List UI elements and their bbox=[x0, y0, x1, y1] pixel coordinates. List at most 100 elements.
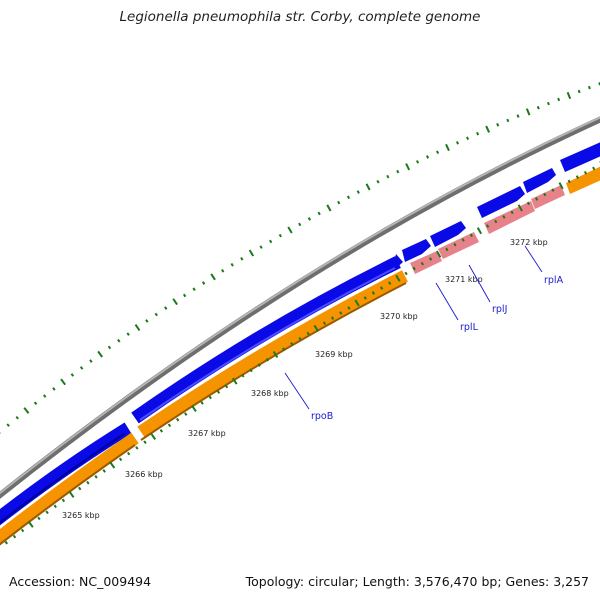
scale-label: 3265 kbp bbox=[62, 511, 100, 520]
tick-mark bbox=[192, 287, 196, 291]
gene-rplj[interactable] bbox=[438, 232, 479, 259]
leader-line-rpll bbox=[435, 282, 459, 321]
scale-label: 3271 kbp bbox=[445, 275, 483, 284]
cds-small-1[interactable] bbox=[402, 239, 431, 262]
tick-mark bbox=[134, 324, 141, 331]
tick-mark bbox=[249, 368, 253, 373]
tick-mark bbox=[506, 118, 510, 123]
tick-mark bbox=[107, 345, 112, 350]
tick-mark bbox=[339, 311, 343, 315]
tick-mark bbox=[257, 363, 261, 367]
leader-line-rpob bbox=[284, 372, 310, 410]
tick-mark bbox=[241, 373, 245, 378]
cds-rpob-part1[interactable] bbox=[0, 422, 132, 526]
tick-mark bbox=[37, 516, 41, 521]
tick-mark bbox=[164, 306, 168, 310]
tick-mark bbox=[306, 331, 310, 336]
tick-mark bbox=[150, 433, 157, 440]
tick-mark bbox=[200, 401, 204, 405]
tick-mark bbox=[175, 417, 180, 422]
tick-mark bbox=[6, 423, 10, 427]
tick-mark bbox=[60, 378, 66, 386]
tick-mark bbox=[272, 350, 279, 358]
tick-mark bbox=[145, 319, 149, 323]
tick-mark bbox=[496, 123, 500, 127]
tick-mark bbox=[476, 227, 483, 235]
tick-mark bbox=[347, 306, 351, 310]
tick-mark bbox=[510, 210, 514, 215]
tick-mark bbox=[396, 169, 400, 174]
tick-mark bbox=[395, 274, 401, 282]
tick-mark bbox=[154, 312, 158, 317]
tick-mark bbox=[248, 249, 255, 257]
tick-mark bbox=[587, 85, 591, 90]
tick-mark bbox=[469, 233, 473, 238]
leader-line-rpla bbox=[524, 245, 543, 273]
tick-mark bbox=[330, 316, 335, 320]
tick-mark bbox=[201, 281, 206, 285]
tick-mark bbox=[278, 233, 282, 238]
tick-mark bbox=[23, 407, 30, 414]
tick-mark bbox=[436, 250, 442, 258]
tick-mark bbox=[182, 293, 187, 298]
tick-mark bbox=[221, 268, 225, 273]
gene-label-rpob[interactable]: rpoB bbox=[311, 411, 333, 422]
gene-label-rpll[interactable]: rplL bbox=[460, 322, 479, 333]
gene-label-rpla[interactable]: rplA bbox=[544, 275, 564, 286]
tick-mark bbox=[210, 273, 216, 281]
tick-mark bbox=[240, 257, 244, 261]
tick-mark bbox=[184, 412, 188, 416]
gene-small-pink[interactable] bbox=[531, 185, 565, 209]
gene-rpla[interactable] bbox=[484, 201, 535, 234]
tick-mark bbox=[20, 528, 25, 533]
tick-mark bbox=[53, 504, 57, 509]
map-title: Legionella pneumophila str. Corby, compl… bbox=[119, 9, 481, 25]
gene-label-rplj[interactable]: rplJ bbox=[492, 304, 507, 315]
tick-mark bbox=[536, 105, 540, 110]
gene-track bbox=[0, 162, 600, 546]
tick-mark bbox=[159, 429, 164, 433]
gene-rpob-part1[interactable] bbox=[0, 432, 139, 546]
gene-rpll[interactable] bbox=[410, 251, 442, 274]
tick-mark bbox=[109, 461, 116, 469]
tick-mark bbox=[543, 192, 547, 197]
tick-mark bbox=[143, 440, 147, 444]
tick-mark bbox=[415, 160, 420, 164]
tick-mark bbox=[167, 423, 172, 428]
gene-rpob-part2[interactable] bbox=[137, 270, 408, 438]
tick-mark bbox=[97, 350, 104, 358]
tick-mark bbox=[313, 324, 320, 332]
tick-mark bbox=[231, 377, 238, 385]
tick-mark bbox=[363, 296, 367, 300]
scale-label: 3267 kbp bbox=[188, 429, 226, 438]
tick-mark bbox=[94, 475, 98, 479]
scale-label: 3269 kbp bbox=[315, 350, 353, 359]
tick-mark bbox=[12, 534, 17, 539]
tick-mark bbox=[118, 457, 123, 462]
tick-mark bbox=[259, 245, 263, 249]
tick-mark bbox=[354, 299, 360, 307]
cds-small-3[interactable] bbox=[477, 186, 525, 218]
tick-mark bbox=[337, 200, 341, 205]
cds-small-4[interactable] bbox=[523, 168, 556, 193]
scale-label: 3268 kbp bbox=[251, 389, 289, 398]
tick-mark bbox=[298, 336, 302, 341]
tick-mark bbox=[307, 217, 312, 221]
tick-mark bbox=[425, 155, 430, 159]
cds-small-2[interactable] bbox=[430, 221, 466, 247]
tick-mark bbox=[230, 262, 234, 267]
cds-rpob-part2[interactable] bbox=[131, 256, 401, 424]
tick-mark bbox=[558, 182, 564, 190]
tick-mark bbox=[485, 125, 491, 133]
tick-mark bbox=[135, 446, 139, 450]
tick-mark bbox=[445, 143, 450, 152]
tick-mark bbox=[525, 108, 531, 116]
tick-mark bbox=[517, 204, 523, 212]
tick-mark bbox=[428, 257, 433, 261]
gene-small-orange[interactable] bbox=[566, 162, 600, 194]
tick-mark bbox=[15, 415, 19, 420]
cds-small-5[interactable] bbox=[560, 138, 600, 172]
tick-mark bbox=[420, 261, 424, 266]
tick-mark bbox=[551, 188, 555, 192]
